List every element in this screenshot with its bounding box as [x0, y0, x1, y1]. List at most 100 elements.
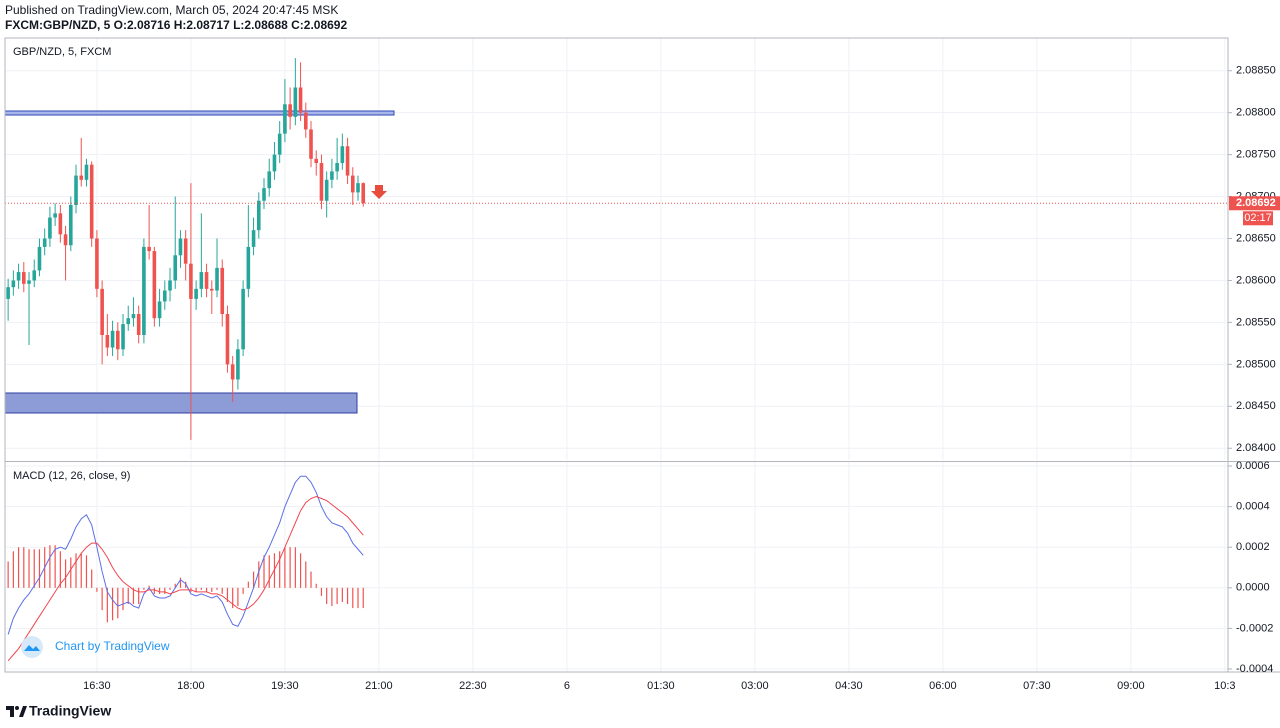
candle-body	[74, 175, 78, 205]
candle-body	[230, 364, 235, 380]
candle-body	[178, 238, 183, 256]
candle-body	[37, 246, 42, 271]
candle-body	[335, 163, 339, 172]
published: Published on TradingView.com, March 05, …	[5, 3, 338, 17]
candle-body	[236, 349, 240, 380]
candle-body	[115, 330, 120, 350]
y-tick-label: 2.08450	[1236, 400, 1276, 412]
candle-body	[303, 112, 308, 130]
candle-body	[136, 314, 141, 335]
candle-body	[189, 263, 193, 299]
candle-body	[105, 334, 110, 348]
candle-body	[256, 200, 261, 231]
candle-body	[32, 270, 37, 281]
y-tick-label: 0.0004	[1236, 501, 1270, 513]
candle-body	[147, 246, 151, 252]
y-tick-label: 2.08850	[1236, 65, 1276, 77]
candle-body	[246, 246, 251, 289]
candle-body	[350, 175, 355, 193]
x-tick-label: 19:30	[271, 680, 299, 692]
candle-body	[356, 183, 360, 193]
candle-body	[152, 251, 157, 319]
y-tick-label: 2.08400	[1236, 442, 1276, 454]
candle-body	[241, 288, 245, 350]
last-price-label: 2.08692	[1236, 197, 1276, 209]
candle-body	[48, 217, 52, 239]
y-tick-label: 2.08550	[1236, 316, 1276, 328]
x-tick-label: 10:3	[1214, 680, 1235, 692]
x-tick-label: 06:00	[929, 680, 957, 692]
candle-body	[194, 288, 198, 299]
candle-body	[277, 133, 282, 155]
price-pane-title: GBP/NZD, 5, FXCM	[13, 46, 111, 58]
pane-frame	[4, 37, 1229, 673]
x-tick-label: 22:30	[459, 680, 487, 692]
candle-body	[225, 314, 230, 365]
candle-body	[6, 287, 10, 299]
y-tick-label: 0.0000	[1236, 582, 1270, 594]
marks	[5, 58, 1228, 662]
y-tick-label: 2.08500	[1236, 358, 1276, 370]
candle-body	[42, 238, 47, 247]
candle-body	[215, 267, 219, 291]
y-tick-label: 2.08600	[1236, 274, 1276, 286]
x-tick-label: 09:00	[1117, 680, 1145, 692]
candle-body	[283, 104, 287, 134]
y-tick-label: 2.08650	[1236, 232, 1276, 244]
candle-body	[309, 129, 313, 159]
candle-body	[298, 87, 303, 113]
macd-pane-title: MACD (12, 26, close, 9)	[13, 470, 130, 482]
macd-line	[7, 495, 364, 662]
symbol-line: FXCM:GBP/NZD, 5 O:2.08716 H:2.08717 L:2.…	[5, 18, 347, 32]
x-tick-label: 07:30	[1023, 680, 1051, 692]
candle-body	[84, 164, 89, 180]
x-tick-label: 03:00	[741, 680, 769, 692]
brand-logo	[6, 706, 27, 717]
watermark: Chart by TradingView	[55, 639, 170, 653]
candle-body	[63, 234, 68, 246]
candle-body	[11, 280, 16, 288]
brand: TradingView	[29, 703, 111, 719]
last-price-box	[1229, 196, 1280, 211]
countdown: 02:17	[1244, 212, 1272, 224]
candle-body	[58, 213, 63, 235]
candle-body	[199, 272, 204, 289]
resistance-zone	[4, 110, 395, 116]
candle-body	[293, 87, 298, 117]
candle-body	[183, 238, 188, 264]
candle-body	[21, 272, 26, 284]
candle-body	[209, 288, 214, 291]
x-tick-label: 6	[564, 680, 570, 692]
candle-body	[251, 230, 256, 247]
down-arrow	[371, 185, 387, 199]
candle-body	[288, 104, 292, 117]
candle-body	[162, 290, 167, 302]
candle-body	[340, 146, 345, 164]
y-tick-label: 2.08800	[1236, 107, 1276, 119]
x-tick-label: 21:00	[365, 680, 393, 692]
watermark-icon	[21, 636, 43, 658]
candle-body	[173, 255, 178, 281]
candle-body	[361, 183, 366, 204]
candle-body	[262, 188, 266, 201]
grid	[5, 38, 1228, 672]
candle-body	[220, 267, 225, 315]
candle-body	[53, 213, 57, 218]
candle-body	[89, 164, 94, 239]
candle-body	[79, 175, 84, 180]
candle-body	[324, 179, 329, 201]
candle-body	[95, 238, 99, 289]
y-tick-label: 0.0006	[1236, 460, 1270, 472]
candle-body	[204, 272, 209, 289]
y-tick-label: 2.08750	[1236, 149, 1276, 161]
candle-body	[345, 146, 350, 176]
candle-body	[16, 272, 21, 281]
countdown-box	[1243, 211, 1273, 226]
candle-body	[168, 280, 172, 291]
x-tick-label: 04:30	[835, 680, 863, 692]
candle-body	[121, 324, 125, 350]
candle-body	[267, 171, 272, 189]
support-zone	[4, 392, 358, 414]
candle-body	[319, 163, 324, 201]
